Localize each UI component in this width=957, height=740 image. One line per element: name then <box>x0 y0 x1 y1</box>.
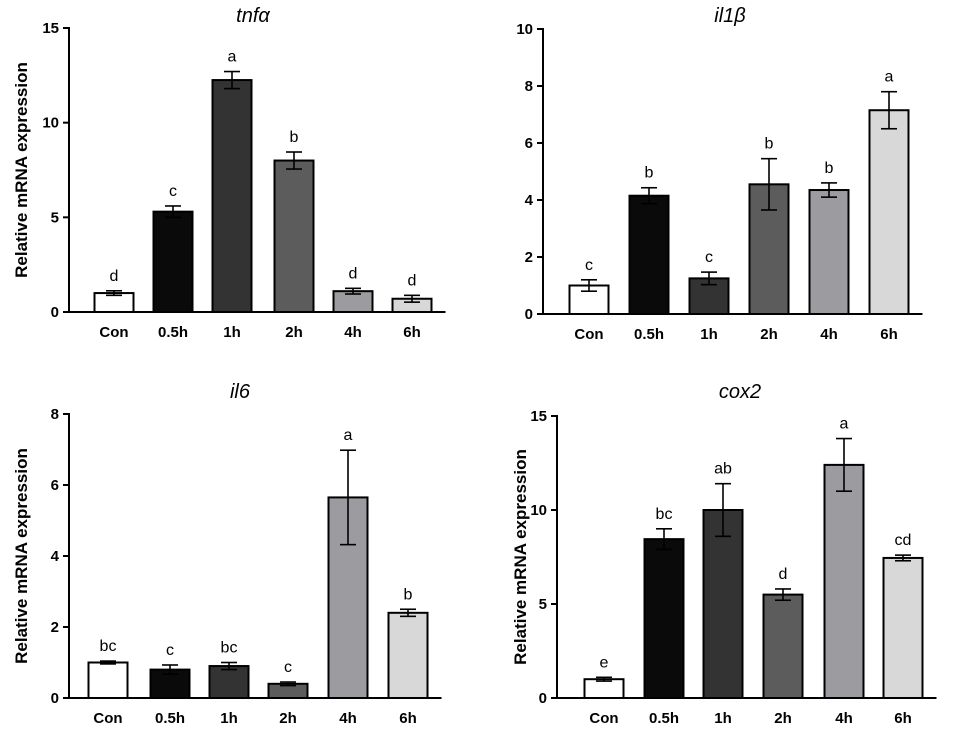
significance-label: a <box>344 427 353 444</box>
significance-label: d <box>110 268 119 285</box>
chart-title: il1β <box>714 5 745 27</box>
y-tick-label: 8 <box>525 78 533 95</box>
x-tick-label: 0.5h <box>158 324 188 341</box>
significance-label: b <box>290 129 299 146</box>
y-axis-label: Relative mRNA expression <box>12 448 31 664</box>
bar-2h <box>273 159 315 313</box>
chart-title: cox2 <box>719 381 761 403</box>
bar-2h <box>762 593 804 699</box>
y-tick-label: 0 <box>525 306 533 323</box>
x-tick-label: 0.5h <box>649 710 679 727</box>
bar-6h <box>387 611 429 699</box>
bar-1h <box>211 79 253 313</box>
bar-4h <box>823 463 865 699</box>
significance-label: b <box>765 136 774 153</box>
y-tick-label: 4 <box>51 548 60 565</box>
significance-label: d <box>349 265 358 282</box>
significance-label: bc <box>221 640 238 657</box>
y-tick-label: 6 <box>51 477 59 494</box>
x-tick-label: 0.5h <box>155 710 185 727</box>
x-tick-label: 6h <box>880 326 898 343</box>
significance-label: e <box>600 654 609 671</box>
x-tick-label: 2h <box>774 710 792 727</box>
x-tick-label: Con <box>574 326 603 343</box>
x-tick-label: 1h <box>700 326 718 343</box>
y-tick-label: 2 <box>525 249 533 266</box>
bar-1h <box>702 509 744 699</box>
chart-panel-4: cox2 Relative mRNA expression 0 5 10 15 e Con bc… <box>511 381 937 727</box>
x-tick-label: 4h <box>820 326 838 343</box>
significance-label: a <box>228 49 237 66</box>
y-tick-label: 0 <box>51 304 59 321</box>
chart-title: il6 <box>230 381 251 403</box>
significance-label: c <box>585 257 593 274</box>
significance-label: d <box>779 566 788 583</box>
significance-label: d <box>408 272 417 289</box>
bar-0.5h <box>643 538 685 700</box>
x-tick-label: 2h <box>279 710 297 727</box>
y-tick-label: 8 <box>51 406 59 423</box>
y-axis-label: Relative mRNA expression <box>511 449 530 665</box>
x-tick-label: 1h <box>223 324 241 341</box>
y-tick-label: 0 <box>51 690 59 707</box>
x-tick-label: 1h <box>714 710 732 727</box>
x-tick-label: 4h <box>344 324 362 341</box>
significance-label: cd <box>895 532 912 549</box>
significance-label: a <box>885 69 894 86</box>
y-tick-label: 10 <box>516 21 533 38</box>
y-tick-label: 15 <box>530 408 547 425</box>
y-axis-label: Relative mRNA expression <box>12 62 31 278</box>
significance-label: bc <box>100 638 117 655</box>
chart-panel-1: tnfα Relative mRNA expression 0 5 10 15 d Con c 0… <box>12 5 446 341</box>
y-tick-label: 10 <box>530 502 547 519</box>
y-tick-label: 10 <box>42 115 59 132</box>
y-tick-label: 5 <box>539 596 547 613</box>
bar-Con <box>87 661 129 699</box>
y-tick-label: 5 <box>51 209 59 226</box>
x-tick-label: 2h <box>285 324 303 341</box>
bar-6h <box>868 109 910 315</box>
y-tick-label: 4 <box>525 192 534 209</box>
significance-label: c <box>166 642 174 659</box>
significance-label: bc <box>656 506 673 523</box>
y-tick-label: 6 <box>525 135 533 152</box>
significance-label: b <box>645 165 654 182</box>
significance-label: c <box>169 183 177 200</box>
x-tick-label: 2h <box>760 326 778 343</box>
chart-title: tnfα <box>236 5 270 27</box>
x-tick-label: 0.5h <box>634 326 664 343</box>
x-tick-label: 4h <box>835 710 853 727</box>
significance-label: b <box>825 160 834 177</box>
x-tick-label: Con <box>99 324 128 341</box>
x-tick-label: Con <box>589 710 618 727</box>
x-tick-label: 1h <box>220 710 238 727</box>
bar-6h <box>882 556 924 699</box>
significance-label: c <box>284 659 292 676</box>
x-tick-label: 6h <box>894 710 912 727</box>
x-tick-label: 4h <box>339 710 357 727</box>
bar-0.5h <box>628 194 670 316</box>
significance-label: ab <box>714 461 732 478</box>
bar-0.5h <box>152 210 194 313</box>
x-tick-label: Con <box>93 710 122 727</box>
bar-1h <box>208 665 250 699</box>
y-tick-label: 2 <box>51 619 59 636</box>
y-tick-label: 15 <box>42 20 59 37</box>
significance-label: c <box>705 249 713 266</box>
x-tick-label: 6h <box>399 710 417 727</box>
bar-Con <box>583 678 625 700</box>
y-tick-label: 0 <box>539 690 547 707</box>
chart-panel-2: il1β 0 2 4 6 8 10 c Con b 0.5h c 1h b 2h b 4h a 6h <box>516 5 923 343</box>
significance-label: b <box>404 586 413 603</box>
bar-4h <box>808 189 850 315</box>
x-tick-label: 6h <box>403 324 421 341</box>
significance-label: a <box>840 416 849 433</box>
